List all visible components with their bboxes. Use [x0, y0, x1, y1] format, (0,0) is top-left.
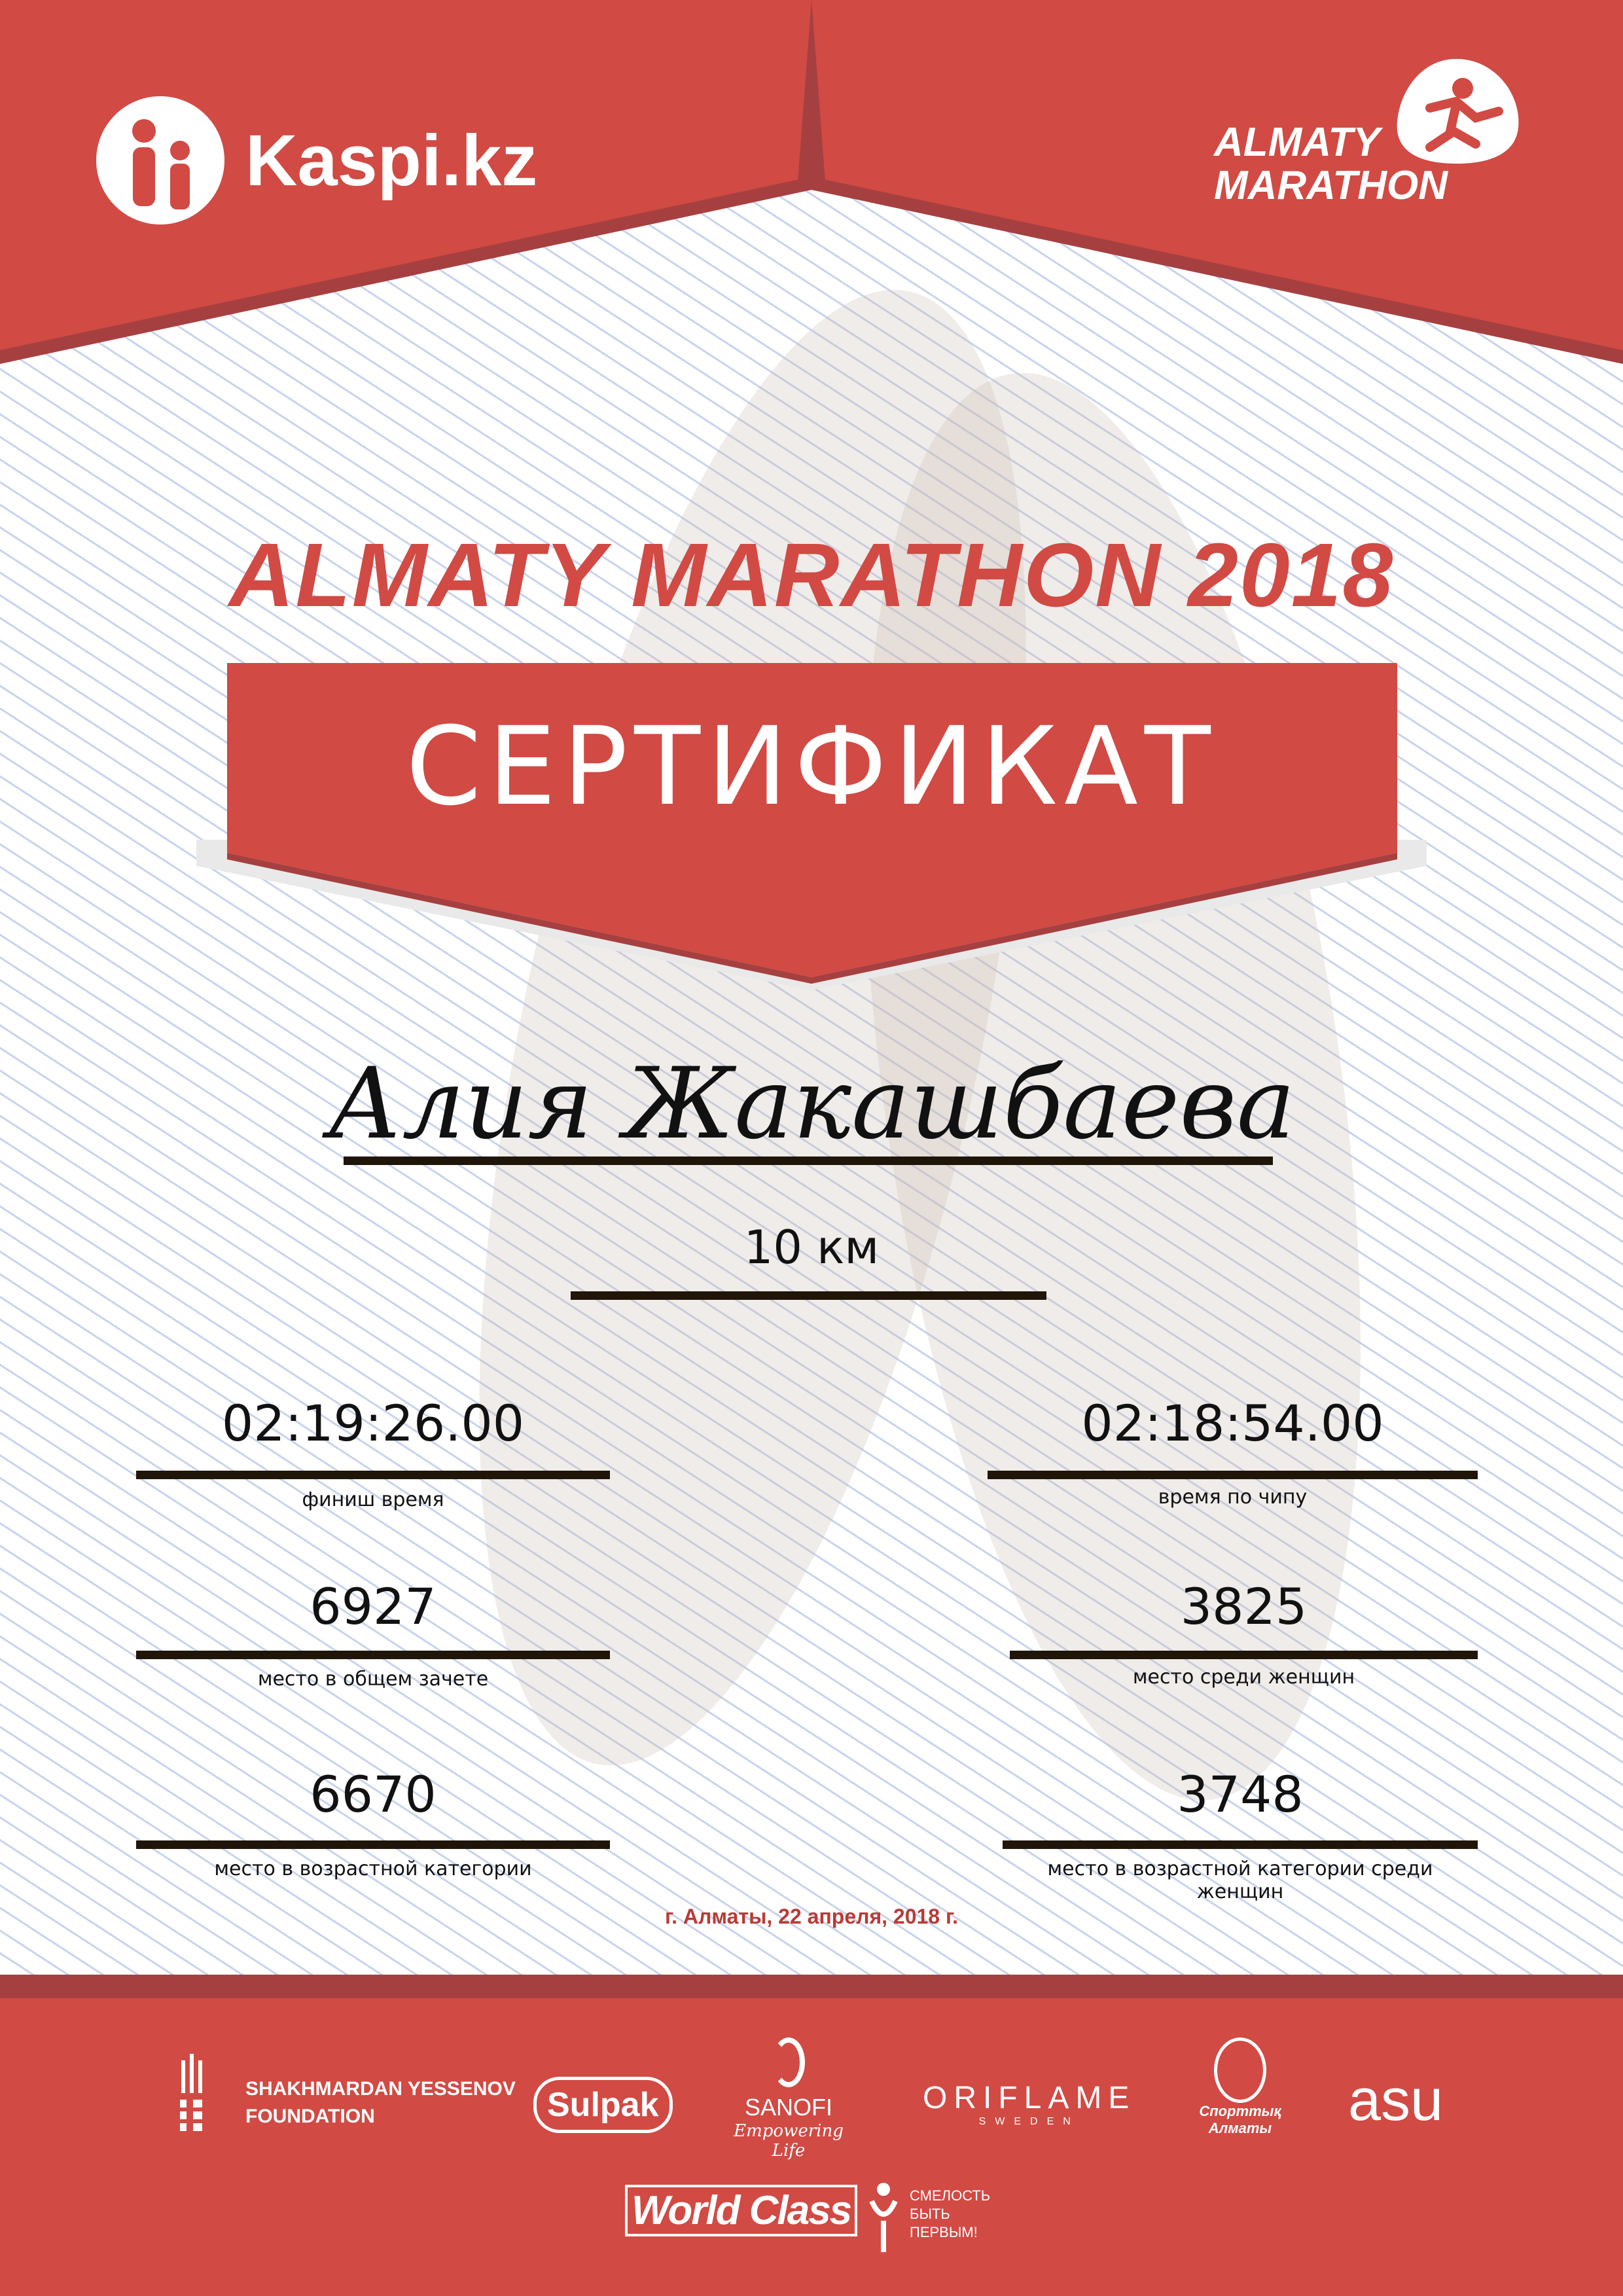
- logo-text-almaty: ALMATY: [1214, 120, 1380, 165]
- kaspi-logo: Kaspi.kz: [95, 95, 537, 226]
- certificate-heading: СЕРТИФИКАТ: [406, 704, 1217, 829]
- distance-underline: [571, 1291, 1046, 1300]
- fund-line1: СМЕЛОСТЬ: [910, 2187, 991, 2204]
- women-place-underline: [1010, 1651, 1478, 1659]
- fund-line2: БЫТЬ: [910, 2206, 950, 2222]
- fund-line3: ПЕРВЫМ!: [910, 2224, 978, 2240]
- age-women-place-value: 3748: [1177, 1765, 1304, 1823]
- sponsors-footer: SHAKHMARDAN YESSENOV FOUNDATION Sulpak S…: [0, 1998, 1623, 2296]
- sanofi-icon: [772, 2037, 805, 2087]
- overall-place-underline: [136, 1651, 610, 1659]
- chip-time-label: время по чипу: [1158, 1486, 1308, 1509]
- world-class-logo: World Class: [625, 2185, 858, 2236]
- age-women-place-underline: [1003, 1840, 1478, 1849]
- kaspi-logo-icon: [96, 96, 224, 224]
- chip-time-value: 02:18:54.00: [1081, 1394, 1384, 1452]
- sanofi-name: SANOFI: [744, 2094, 832, 2121]
- yessenov-bars-icon: [180, 2054, 202, 2131]
- name-underline: [344, 1157, 1273, 1165]
- women-place-value: 3825: [1180, 1577, 1308, 1636]
- logo-text-marathon: MARATHON: [1214, 163, 1448, 208]
- asu-logo: asu: [1348, 2068, 1444, 2133]
- sport-almaty-line1: Спорттық: [1199, 2103, 1281, 2119]
- finish-time-label: финиш время: [302, 1488, 444, 1511]
- kaspi-logo-text: Kaspi.kz: [245, 120, 538, 201]
- age-place-value: 6670: [310, 1765, 437, 1823]
- sport-almaty-logo: Спорттық Алматы: [1198, 2037, 1283, 2137]
- fund-logo: СМЕЛОСТЬ БЫТЬ ПЕРВЫМ!: [864, 2175, 990, 2253]
- age-women-place-label: место в возрастной категории среди женщи…: [1047, 1857, 1433, 1903]
- date-line: г. Алматы, 22 апреля, 2018 г.: [665, 1905, 958, 1928]
- oriflame-country: SWEDEN: [978, 2116, 1080, 2127]
- women-place-label: место среди женщин: [1132, 1666, 1355, 1689]
- age-place-underline: [136, 1840, 610, 1849]
- sport-almaty-line2: Алматы: [1208, 2120, 1272, 2136]
- header-band: [0, 0, 1623, 364]
- sanofi-tagline: Empowering Life: [734, 2121, 844, 2161]
- age-place-label: место в возрастной категории: [214, 1857, 532, 1880]
- sulpak-logo: Sulpak: [533, 2077, 673, 2133]
- sport-almaty-emblem-icon: [1214, 2037, 1266, 2103]
- sanofi-logo: SANOFI Empowering Life: [726, 2037, 851, 2161]
- certificate-banner: [196, 663, 1427, 990]
- oriflame-logo: ORIFLAME SWEDEN: [923, 2080, 1135, 2128]
- finish-time-value: 02:19:26.00: [221, 1394, 525, 1452]
- overall-place-value: 6927: [310, 1577, 437, 1636]
- yessenov-logo: SHAKHMARDAN YESSENOV FOUNDATION: [180, 2054, 516, 2132]
- oriflame-name: ORIFLAME: [923, 2081, 1136, 2115]
- overall-place-label: место в общем зачете: [257, 1668, 489, 1691]
- event-title: ALMATY MARATHON 2018: [228, 525, 1395, 626]
- almaty-marathon-logo: ALMATY MARATHON: [1214, 56, 1528, 213]
- fund-figure-icon: [869, 2183, 898, 2252]
- chip-time-underline: [988, 1471, 1478, 1479]
- footer-divider: [0, 1975, 1623, 1998]
- yessenov-line1: SHAKHMARDAN YESSENOV: [245, 2078, 516, 2100]
- yessenov-line2: FOUNDATION: [245, 2106, 375, 2127]
- distance: 10 км: [743, 1221, 880, 1274]
- participant-name: Алия Жакашбаева: [327, 1047, 1296, 1161]
- finish-time-underline: [136, 1471, 610, 1479]
- runner-logo-icon: [1397, 59, 1519, 164]
